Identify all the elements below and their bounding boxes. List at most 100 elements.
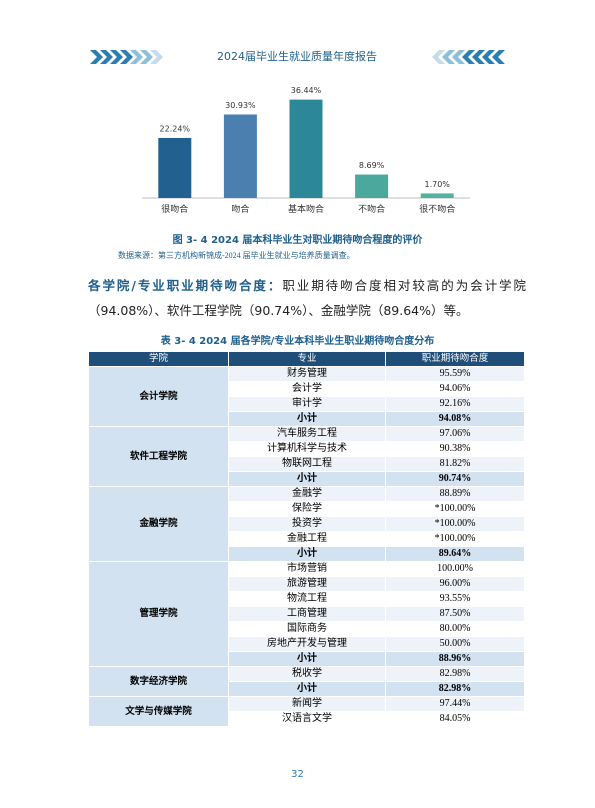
header-cell: 专业	[228, 351, 386, 367]
paragraph-lead: 各学院/专业职业期待吻合度：	[88, 278, 283, 293]
page-number: 32	[291, 769, 304, 780]
table-row: 保险学 *100.00%	[89, 501, 525, 517]
table-row: 审计学 92.16%	[89, 396, 525, 412]
table-row: 汉语言文学 84.05%	[89, 711, 525, 727]
college-cell: 管理学院	[88, 561, 229, 667]
x-tick-label: 很吻合	[161, 203, 188, 214]
rate-cell: 50.00%	[385, 636, 525, 652]
major-cell: 审计学	[228, 396, 386, 412]
rate-cell: 95.59%	[385, 366, 525, 382]
table-row: 会计学 94.06%	[89, 381, 525, 397]
bar-chart: 22.24% 很吻合 30.93% 吻合 36.44% 基本吻合 8.69% 不吻合 1.70%…	[158, 86, 455, 214]
college-cell: 金融学院	[88, 486, 229, 562]
paragraph-text: 职业期待吻合度相对较高的为会计学院（94.08%）、软件工程学院（90.74%）…	[88, 278, 526, 318]
header-decoration	[90, 50, 505, 64]
major-cell: 小计	[228, 546, 386, 562]
college-cell: 软件工程学院	[88, 426, 229, 487]
rate-cell: 80.00%	[385, 621, 525, 637]
bar	[420, 193, 454, 198]
rate-cell: 100.00%	[385, 561, 525, 577]
table-row: 管理学院 市场营销 100.00%	[88, 561, 525, 667]
rate-cell: 87.50%	[385, 606, 525, 622]
college-cell: 文学与传媒学院	[88, 696, 229, 727]
rate-cell: 82.98%	[385, 666, 525, 682]
rate-cell: *100.00%	[385, 531, 525, 547]
major-cell: 物流工程	[228, 591, 386, 607]
college-cell: 会计学院	[88, 366, 229, 427]
table-row: 旅游管理 96.00%	[89, 576, 525, 592]
value-label: 36.44%	[291, 86, 322, 95]
major-cell: 税收学	[228, 666, 386, 682]
table-row: 小计 89.64%	[89, 546, 525, 562]
source-note: 数据来源：第三方机构新锦成-2024 届毕业生就业与培养质量调查。	[118, 251, 355, 260]
table-row: 物流工程 93.55%	[89, 591, 525, 607]
table-row: 数字经济学院 税收学 82.98%	[88, 666, 525, 697]
table-row: 计算机科学与技术 90.38%	[89, 441, 525, 457]
table-row: 金融学院 金融学 88.89%	[88, 486, 525, 562]
rate-cell: 94.08%	[385, 411, 525, 427]
table-row: 国际商务 80.00%	[89, 621, 525, 637]
major-cell: 投资学	[228, 516, 386, 532]
college-cell: 数字经济学院	[88, 666, 229, 697]
table-row: 房地产开发与管理 50.00%	[89, 636, 525, 652]
x-tick-label: 很不吻合	[419, 203, 455, 214]
major-cell: 房地产开发与管理	[228, 636, 386, 652]
major-cell: 市场营销	[228, 561, 386, 577]
major-cell: 金融学	[228, 486, 386, 502]
rate-cell: 93.55%	[385, 591, 525, 607]
value-label: 1.70%	[424, 180, 450, 189]
rate-cell: 89.64%	[385, 546, 525, 562]
major-cell: 金融工程	[228, 531, 386, 547]
major-cell: 国际商务	[228, 621, 386, 637]
bar	[355, 174, 389, 198]
rate-cell: 90.38%	[385, 441, 525, 457]
bar	[223, 114, 257, 198]
rate-cell: 88.89%	[385, 486, 525, 502]
paragraph: 各学院/专业职业期待吻合度：职业期待吻合度相对较高的为会计学院（94.08%）、…	[88, 273, 526, 323]
major-cell: 小计	[228, 681, 386, 697]
table-row: 物联网工程 81.82%	[89, 456, 525, 472]
value-label: 30.93%	[225, 101, 256, 110]
table-row: 投资学 *100.00%	[89, 516, 525, 532]
major-cell: 财务管理	[228, 366, 386, 382]
header-title: 2024届毕业生就业质量年度报告	[217, 49, 377, 63]
x-tick-label: 基本吻合	[288, 203, 324, 214]
major-cell: 小计	[228, 411, 386, 427]
rate-cell: 96.00%	[385, 576, 525, 592]
major-cell: 计算机科学与技术	[228, 441, 386, 457]
figure-caption: 图 3- 4 2024 届本科毕业生对职业期待吻合程度的评价	[172, 235, 423, 246]
rate-cell: 82.98%	[385, 681, 525, 697]
table-row: 金融工程 *100.00%	[89, 531, 525, 547]
table-row: 软件工程学院 汽车服务工程 97.06%	[88, 426, 525, 487]
table: 学院 专业 职业期待吻合度 会计学院 财务管理 95.59% 会计学 94.06% 审计学 92.…	[88, 351, 525, 727]
bar	[289, 99, 323, 198]
rate-cell: 84.05%	[385, 711, 525, 727]
table-row: 小计 90.74%	[89, 471, 525, 487]
major-cell: 工商管理	[228, 606, 386, 622]
table-row: 文学与传媒学院 新闻学 97.44%	[88, 696, 525, 727]
x-tick-label: 不吻合	[358, 203, 385, 214]
header-row: 学院 专业 职业期待吻合度	[88, 351, 525, 367]
major-cell: 保险学	[228, 501, 386, 517]
value-label: 8.69%	[359, 161, 385, 170]
rate-cell: *100.00%	[385, 501, 525, 517]
bar	[158, 137, 192, 198]
major-cell: 小计	[228, 471, 386, 487]
rate-cell: 94.06%	[385, 381, 525, 397]
major-cell: 物联网工程	[228, 456, 386, 472]
major-cell: 旅游管理	[228, 576, 386, 592]
major-cell: 会计学	[228, 381, 386, 397]
value-label: 22.24%	[160, 124, 191, 133]
major-cell: 汽车服务工程	[228, 426, 386, 442]
rate-cell: 88.96%	[385, 651, 525, 667]
x-tick-label: 吻合	[231, 203, 249, 214]
rate-cell: 97.06%	[385, 426, 525, 442]
rate-cell: 81.82%	[385, 456, 525, 472]
major-cell: 汉语言文学	[228, 711, 386, 727]
major-cell: 小计	[228, 651, 386, 667]
rate-cell: 97.44%	[385, 696, 525, 712]
major-cell: 新闻学	[228, 696, 386, 712]
header-cell: 学院	[88, 351, 229, 367]
table-row: 会计学院 财务管理 95.59%	[88, 366, 525, 427]
rate-cell: 90.74%	[385, 471, 525, 487]
